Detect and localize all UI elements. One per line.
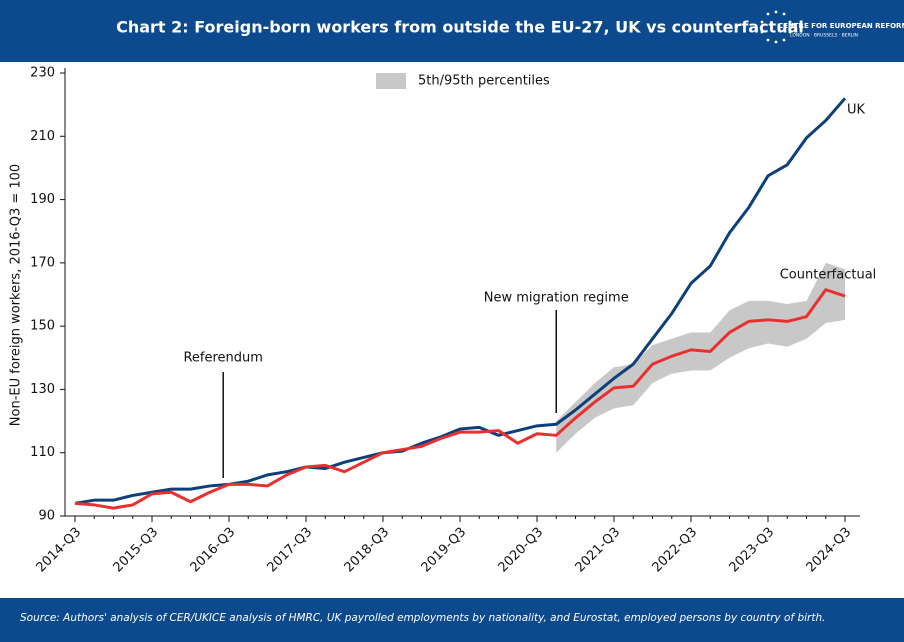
chart-title: Chart 2: Foreign-born workers from outsi… (116, 18, 804, 37)
y-tick-label: 130 (30, 382, 55, 397)
footer-band (0, 598, 904, 642)
percentile-band (556, 262, 845, 453)
series-line (74, 97, 847, 505)
x-tick-label: 2020-Q3 (496, 525, 547, 576)
y-tick-label: 190 (30, 192, 55, 207)
series-line (74, 288, 846, 510)
annotation: Referendum (183, 351, 262, 366)
y-tick-label: 210 (30, 129, 55, 144)
y-tick-label: 110 (30, 445, 55, 460)
y-tick-label: 170 (30, 255, 55, 270)
source-note: Source: Authors' analysis of CER/UKICE a… (20, 612, 825, 624)
y-tick-label: 150 (30, 319, 55, 334)
x-tick-label: 2024-Q3 (804, 525, 855, 576)
header-band (0, 0, 904, 62)
logo-text: CENTRE FOR EUROPEAN REFORM (778, 22, 904, 30)
x-tick-label: 2015-Q3 (111, 525, 162, 576)
x-tick-label: 2021-Q3 (573, 525, 624, 576)
x-tick-label: 2019-Q3 (419, 525, 470, 576)
x-tick-label: 2016-Q3 (188, 525, 239, 576)
x-tick-label: 2023-Q3 (727, 525, 778, 576)
y-tick-label: 230 (30, 66, 55, 81)
x-tick-label: 2017-Q3 (265, 525, 316, 576)
logo-subtext: LONDON · BRUSSELS · BERLIN (790, 33, 858, 39)
series-label: Counterfactual (780, 268, 877, 283)
y-axis-label: Non-EU foreign workers, 2016-Q3 = 100 (9, 164, 24, 426)
y-tick-label: 90 (38, 509, 55, 524)
logo-stars (760, 10, 792, 44)
x-tick-label: 2014-Q3 (34, 525, 85, 576)
x-tick-label: 2018-Q3 (342, 525, 393, 576)
annotation: New migration regime (484, 291, 629, 306)
legend-label: 5th/95th percentiles (418, 74, 550, 89)
series-label: UK (847, 103, 866, 118)
x-tick-label: 2022-Q3 (650, 525, 701, 576)
legend-swatch (376, 73, 406, 89)
